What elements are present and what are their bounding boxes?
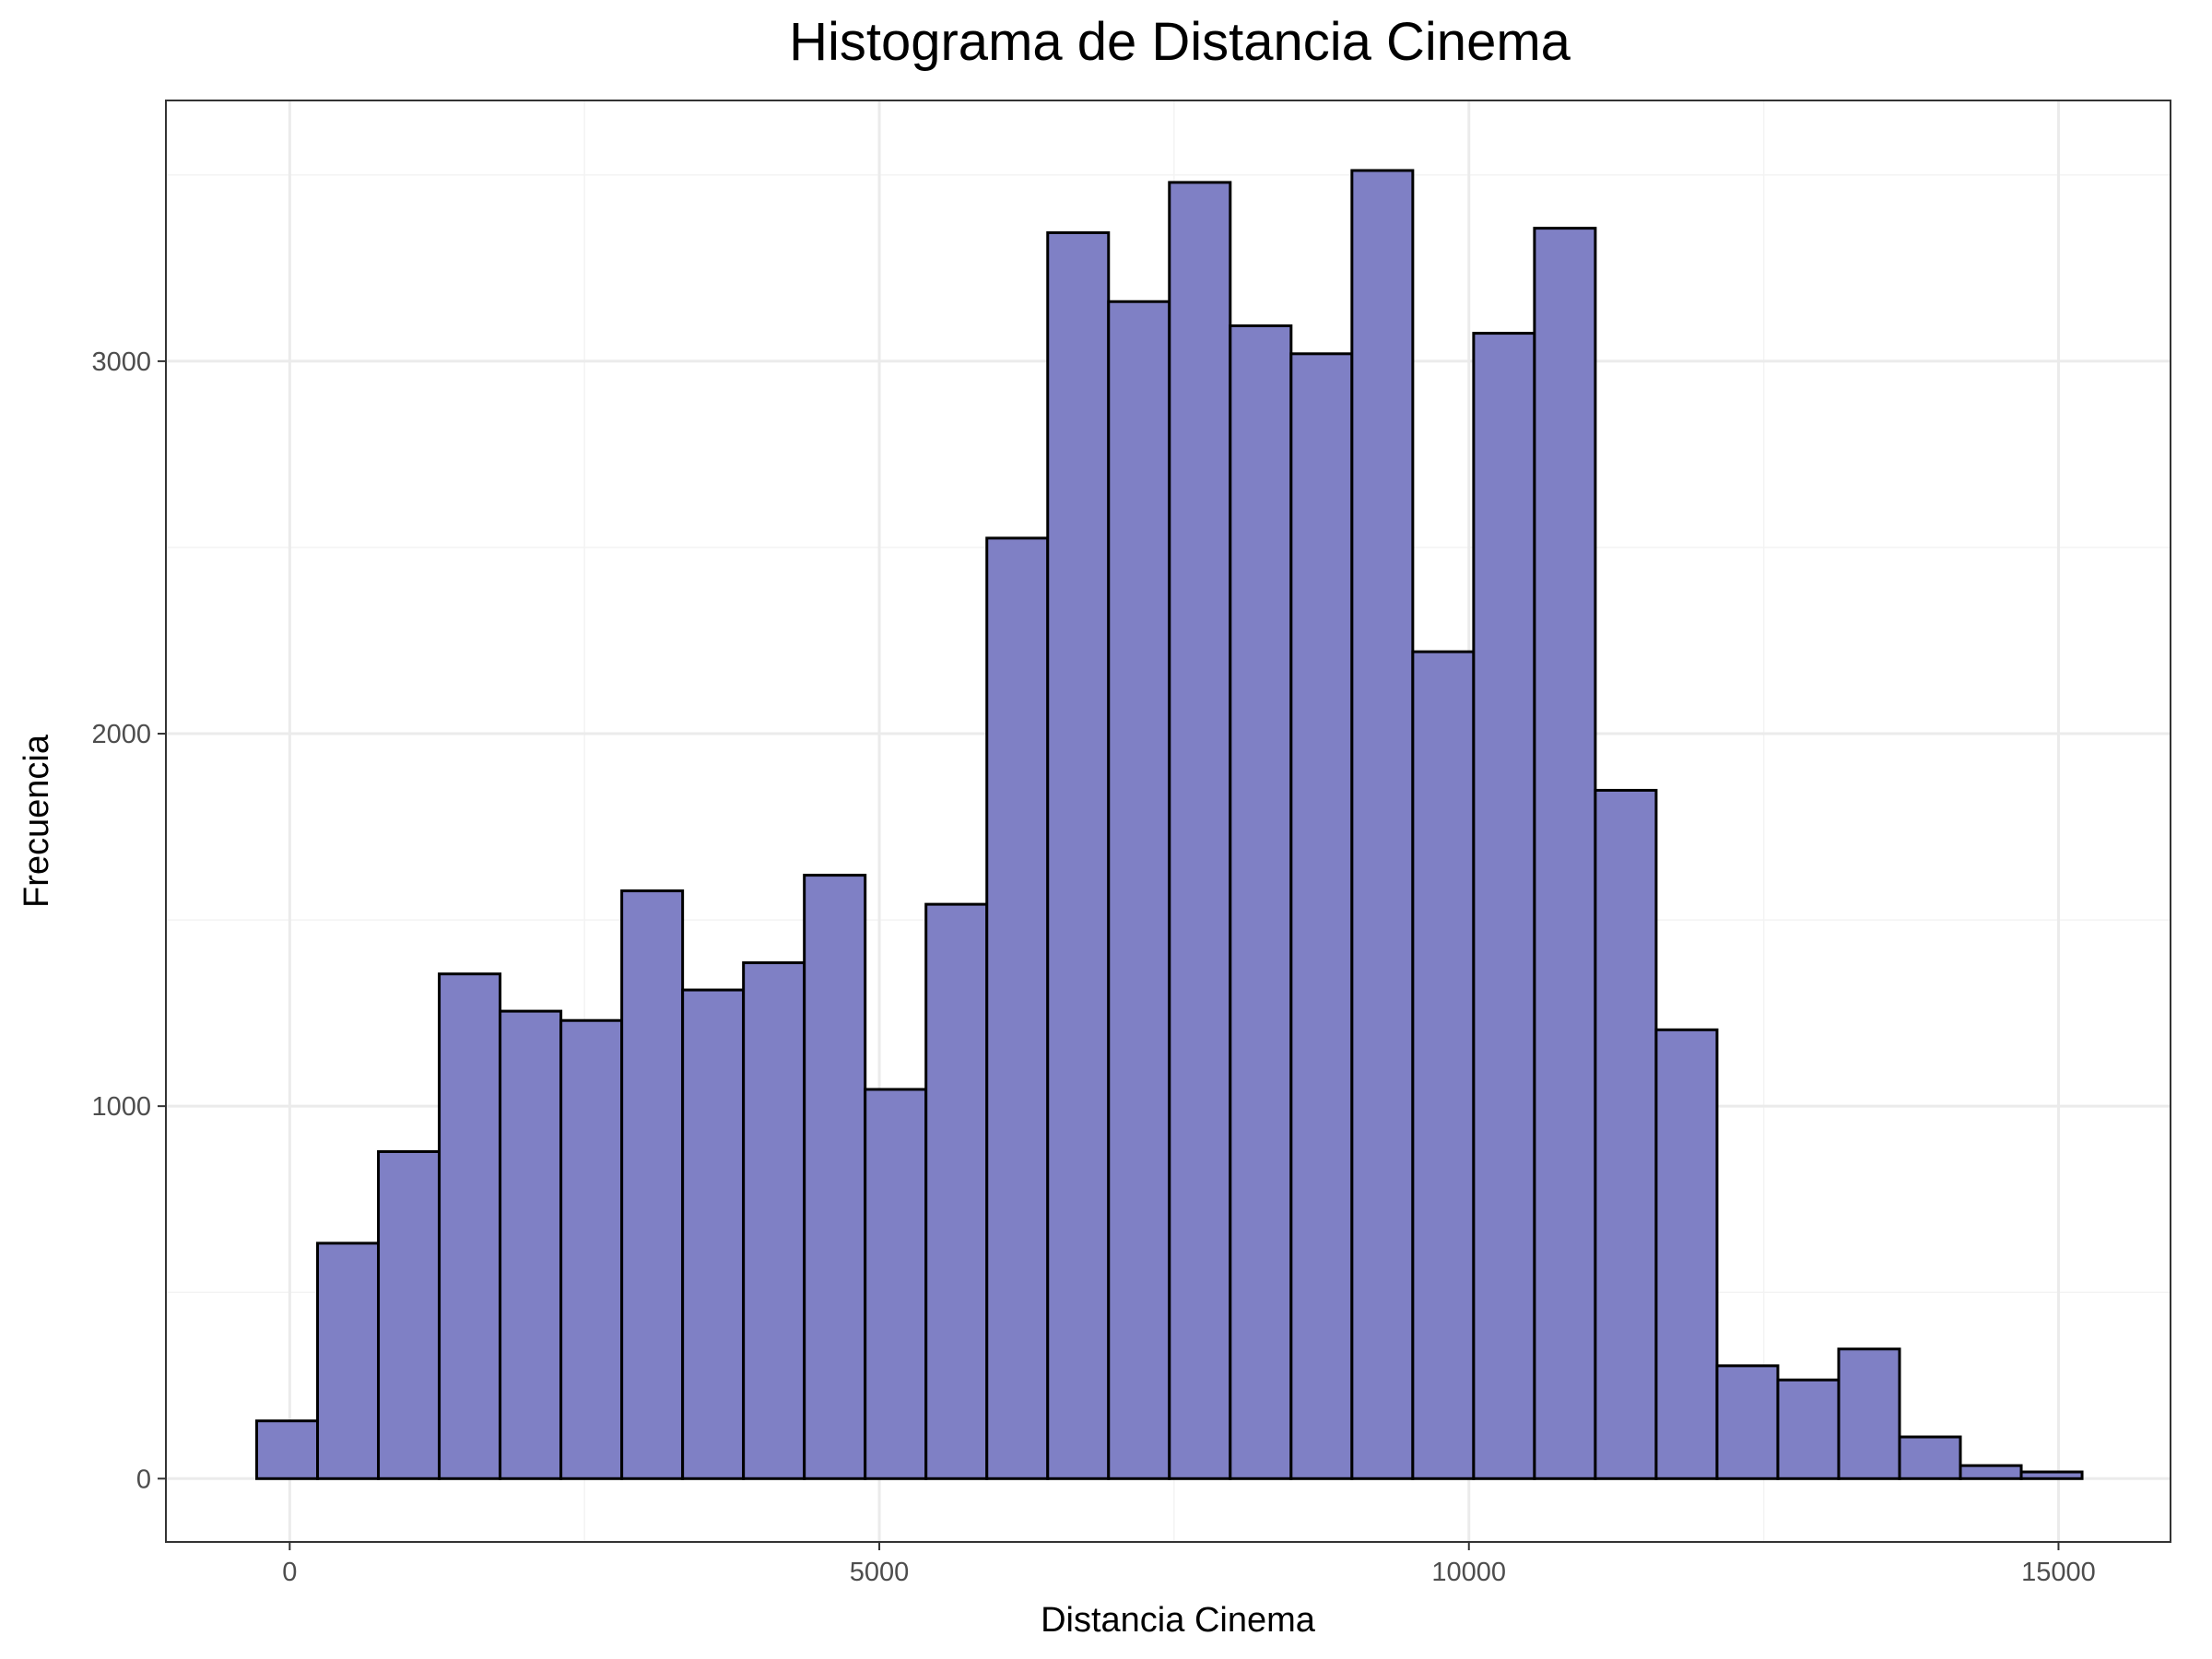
histogram-bar <box>1107 300 1171 1480</box>
histogram-bar <box>1837 1347 1901 1480</box>
plot-panel-border <box>165 100 2171 1543</box>
x-tick-label: 0 <box>282 1558 297 1587</box>
histogram-bar <box>620 889 685 1480</box>
histogram-bar <box>1654 1028 1719 1480</box>
x-axis: 0 5000 10000 15000 <box>282 1542 2096 1587</box>
y-tick-label: 0 <box>136 1465 151 1494</box>
histogram-bar <box>1472 332 1536 1480</box>
y-tick-label: 2000 <box>91 720 151 749</box>
histogram-bar <box>1411 650 1476 1480</box>
histogram-bar <box>1898 1435 1962 1480</box>
histogram-bar <box>1168 181 1232 1480</box>
histogram-bar <box>1533 227 1597 1480</box>
histogram-bar <box>559 1018 624 1480</box>
histogram-bar <box>1046 230 1111 1480</box>
histogram-bar <box>681 988 746 1480</box>
x-tick-label: 5000 <box>850 1558 910 1587</box>
y-tick-label: 3000 <box>91 347 151 377</box>
histogram-bar <box>1229 324 1293 1480</box>
histogram-bar <box>924 902 989 1480</box>
histogram-bar <box>316 1241 381 1480</box>
histogram-bar <box>864 1088 928 1480</box>
x-tick-label: 10000 <box>1431 1558 1506 1587</box>
histogram-bar <box>1350 169 1415 1480</box>
y-axis-title: Frecuencia <box>18 734 56 908</box>
histogram-bar <box>2019 1470 2084 1480</box>
histogram-bar <box>742 961 806 1480</box>
histogram-bar <box>499 1009 563 1480</box>
x-axis-title: Distancia Cinema <box>1041 1601 1316 1640</box>
chart-title: Histograma de Distancia Cinema <box>789 12 1571 72</box>
histogram-bar <box>1959 1464 2023 1480</box>
histogram-bar <box>438 972 502 1480</box>
histogram-bar <box>1289 352 1354 1480</box>
histogram-bar <box>377 1149 441 1480</box>
histogram-bar <box>255 1419 320 1480</box>
y-axis: 0 1000 2000 3000 <box>91 347 166 1494</box>
bars-layer <box>255 169 2084 1480</box>
histogram-bar <box>1715 1364 1780 1480</box>
x-tick-label: 15000 <box>2021 1558 2096 1587</box>
histogram-bar <box>803 874 867 1480</box>
histogram-bar <box>1594 788 1658 1480</box>
histogram-bar <box>1776 1378 1841 1480</box>
histogram-bar <box>985 536 1050 1480</box>
y-tick-label: 1000 <box>91 1092 151 1122</box>
